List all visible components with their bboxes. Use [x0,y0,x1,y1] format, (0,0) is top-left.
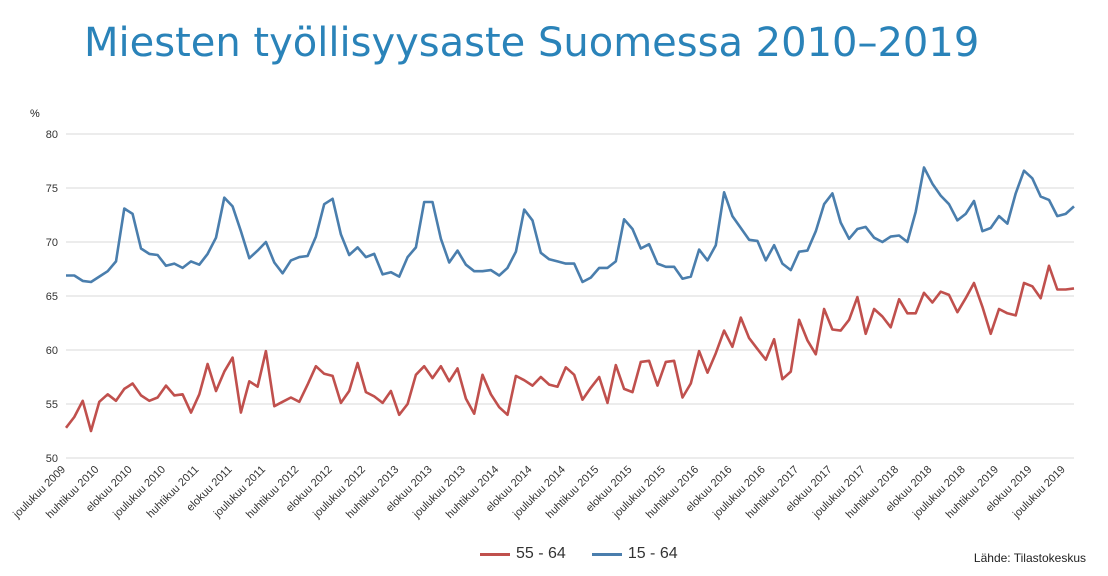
legend-item-15-64: 15 - 64 [591,545,678,563]
series-line-15-64 [66,166,1075,284]
y-tick-label-60: 60 [46,345,58,357]
legend-label-55-64: 55 - 64 [516,545,566,562]
legend: 55 - 64 15 - 64 [480,545,678,563]
source-note: Lähde: Tilastokeskus [973,551,1086,565]
y-tick-label-80: 80 [46,129,58,141]
y-tick-label-70: 70 [46,237,58,249]
y-axis-unit-label: % [30,108,40,120]
legend-item-55-64: 55 - 64 [480,545,566,563]
y-tick-label-50: 50 [46,453,58,465]
series-line-55-64 [64,264,1075,433]
y-tick-label-65: 65 [46,291,58,303]
legend-swatch-55-64 [480,552,510,556]
legend-label-15-64: 15 - 64 [627,545,678,562]
chart-title: Miesten työllisyysaste Suomessa 2010–201… [84,20,980,66]
y-tick-label-75: 75 [46,183,58,195]
legend-swatch-15-64 [591,552,622,556]
y-tick-label-55: 55 [46,399,58,411]
